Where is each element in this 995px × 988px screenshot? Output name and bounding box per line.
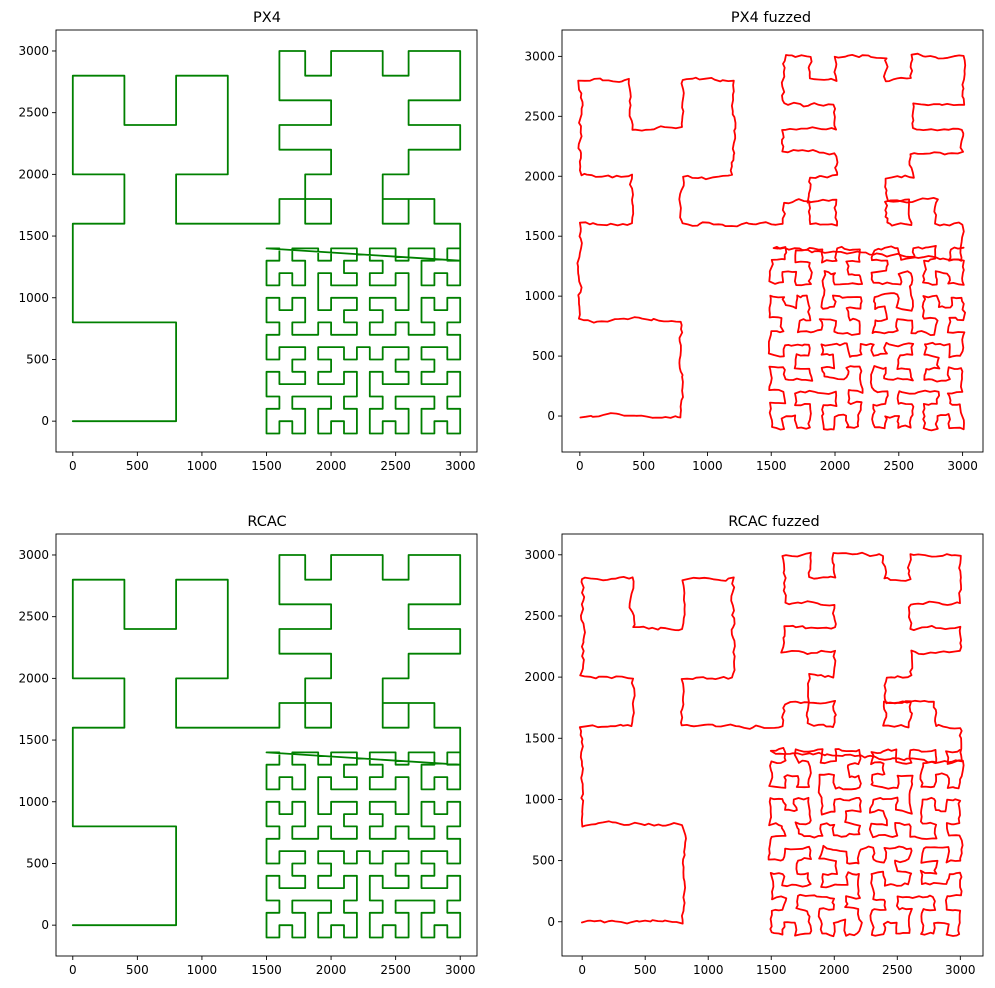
tick-group: 0 500 1000 1500 2000 2500 3000 0 500 1000 1500 2000… bbox=[524, 548, 975, 977]
axes-frame bbox=[561, 533, 984, 957]
panel-title: PX4 fuzzed bbox=[731, 10, 811, 26]
trajectory-curve bbox=[71, 50, 462, 435]
y-tick-label: 500 bbox=[26, 352, 49, 366]
x-tick-label: 3000 bbox=[945, 963, 976, 977]
x-tick-label: 2500 bbox=[884, 459, 915, 473]
x-tick-label: 500 bbox=[634, 963, 657, 977]
x-tick-label: 3000 bbox=[947, 459, 978, 473]
y-tick-label: 0 bbox=[547, 915, 555, 929]
x-tick-label: 2500 bbox=[380, 963, 411, 977]
trajectory-curve bbox=[578, 551, 965, 938]
y-tick-label: 1500 bbox=[524, 731, 555, 745]
x-tick-label: 500 bbox=[126, 459, 149, 473]
x-tick-label: 2000 bbox=[820, 459, 851, 473]
x-tick-label: 2000 bbox=[316, 459, 347, 473]
x-tick-label: 3000 bbox=[445, 459, 476, 473]
y-tick-label: 0 bbox=[547, 409, 555, 423]
y-tick-label: 1500 bbox=[18, 733, 49, 747]
panel-rcac: RCAC 0 500 1000 1500 2000 2500 3000 0 500 1000 150… bbox=[18, 514, 478, 977]
x-tick-label: 2000 bbox=[316, 963, 347, 977]
y-tick-label: 2000 bbox=[524, 169, 555, 183]
trajectory-curve bbox=[576, 52, 967, 432]
x-tick-label: 1000 bbox=[187, 459, 218, 473]
x-tick-label: 1500 bbox=[756, 459, 787, 473]
y-tick-label: 500 bbox=[26, 856, 49, 870]
y-tick-label: 2500 bbox=[524, 109, 555, 123]
y-tick-label: 2000 bbox=[18, 167, 49, 181]
y-tick-label: 2000 bbox=[524, 670, 555, 684]
y-tick-label: 1000 bbox=[524, 792, 555, 806]
y-tick-label: 1000 bbox=[524, 289, 555, 303]
x-tick-label: 1500 bbox=[756, 963, 787, 977]
x-tick-label: 0 bbox=[69, 963, 77, 977]
y-tick-label: 1000 bbox=[18, 795, 49, 809]
y-tick-label: 0 bbox=[41, 918, 49, 932]
x-tick-label: 1000 bbox=[187, 963, 218, 977]
panel-title: RCAC bbox=[247, 514, 286, 530]
x-tick-label: 1500 bbox=[251, 459, 282, 473]
axes-frame bbox=[561, 29, 984, 453]
tick-group: 0 500 1000 1500 2000 2500 3000 0 500 1000 1500 2000… bbox=[18, 44, 475, 473]
x-tick-label: 0 bbox=[69, 459, 77, 473]
y-tick-label: 500 bbox=[532, 854, 555, 868]
x-tick-label: 3000 bbox=[445, 963, 476, 977]
x-tick-label: 500 bbox=[126, 963, 149, 977]
tick-group: 0 500 1000 1500 2000 2500 3000 0 500 1000 1500 2000… bbox=[18, 548, 475, 977]
x-tick-label: 500 bbox=[632, 459, 655, 473]
y-tick-label: 2500 bbox=[18, 106, 49, 120]
y-tick-label: 1500 bbox=[524, 229, 555, 243]
panel-rcac-fuzzed: RCAC fuzzed 0 500 1000 1500 2000 2500 3000 0 500… bbox=[524, 514, 984, 977]
x-tick-label: 0 bbox=[578, 963, 586, 977]
y-tick-label: 3000 bbox=[18, 44, 49, 58]
x-tick-label: 2500 bbox=[882, 963, 913, 977]
y-tick-label: 500 bbox=[532, 349, 555, 363]
x-tick-label: 1000 bbox=[692, 459, 723, 473]
x-tick-label: 0 bbox=[576, 459, 584, 473]
tick-group: 0 500 1000 1500 2000 2500 3000 0 500 1000 1500 2000… bbox=[524, 49, 977, 473]
y-tick-label: 1000 bbox=[18, 291, 49, 305]
y-tick-label: 3000 bbox=[524, 548, 555, 562]
x-tick-label: 2500 bbox=[380, 459, 411, 473]
y-tick-label: 0 bbox=[41, 414, 49, 428]
panel-title: PX4 bbox=[253, 10, 281, 26]
panel-px4: PX4 0 500 1000 1500 2000 2500 3000 0 500 1000 1500… bbox=[18, 10, 478, 473]
y-tick-label: 3000 bbox=[18, 548, 49, 562]
x-tick-label: 1000 bbox=[693, 963, 724, 977]
y-tick-label: 2000 bbox=[18, 671, 49, 685]
y-tick-label: 2500 bbox=[524, 609, 555, 623]
x-tick-label: 2000 bbox=[819, 963, 850, 977]
x-tick-label: 1500 bbox=[251, 963, 282, 977]
y-tick-label: 3000 bbox=[524, 49, 555, 63]
y-tick-label: 1500 bbox=[18, 229, 49, 243]
panel-px4-fuzzed: PX4 fuzzed 0 500 1000 1500 2000 2500 3000 0 500 1… bbox=[524, 10, 984, 473]
y-tick-label: 2500 bbox=[18, 610, 49, 624]
trajectory-curve bbox=[71, 554, 462, 939]
panel-title: RCAC fuzzed bbox=[728, 514, 820, 530]
